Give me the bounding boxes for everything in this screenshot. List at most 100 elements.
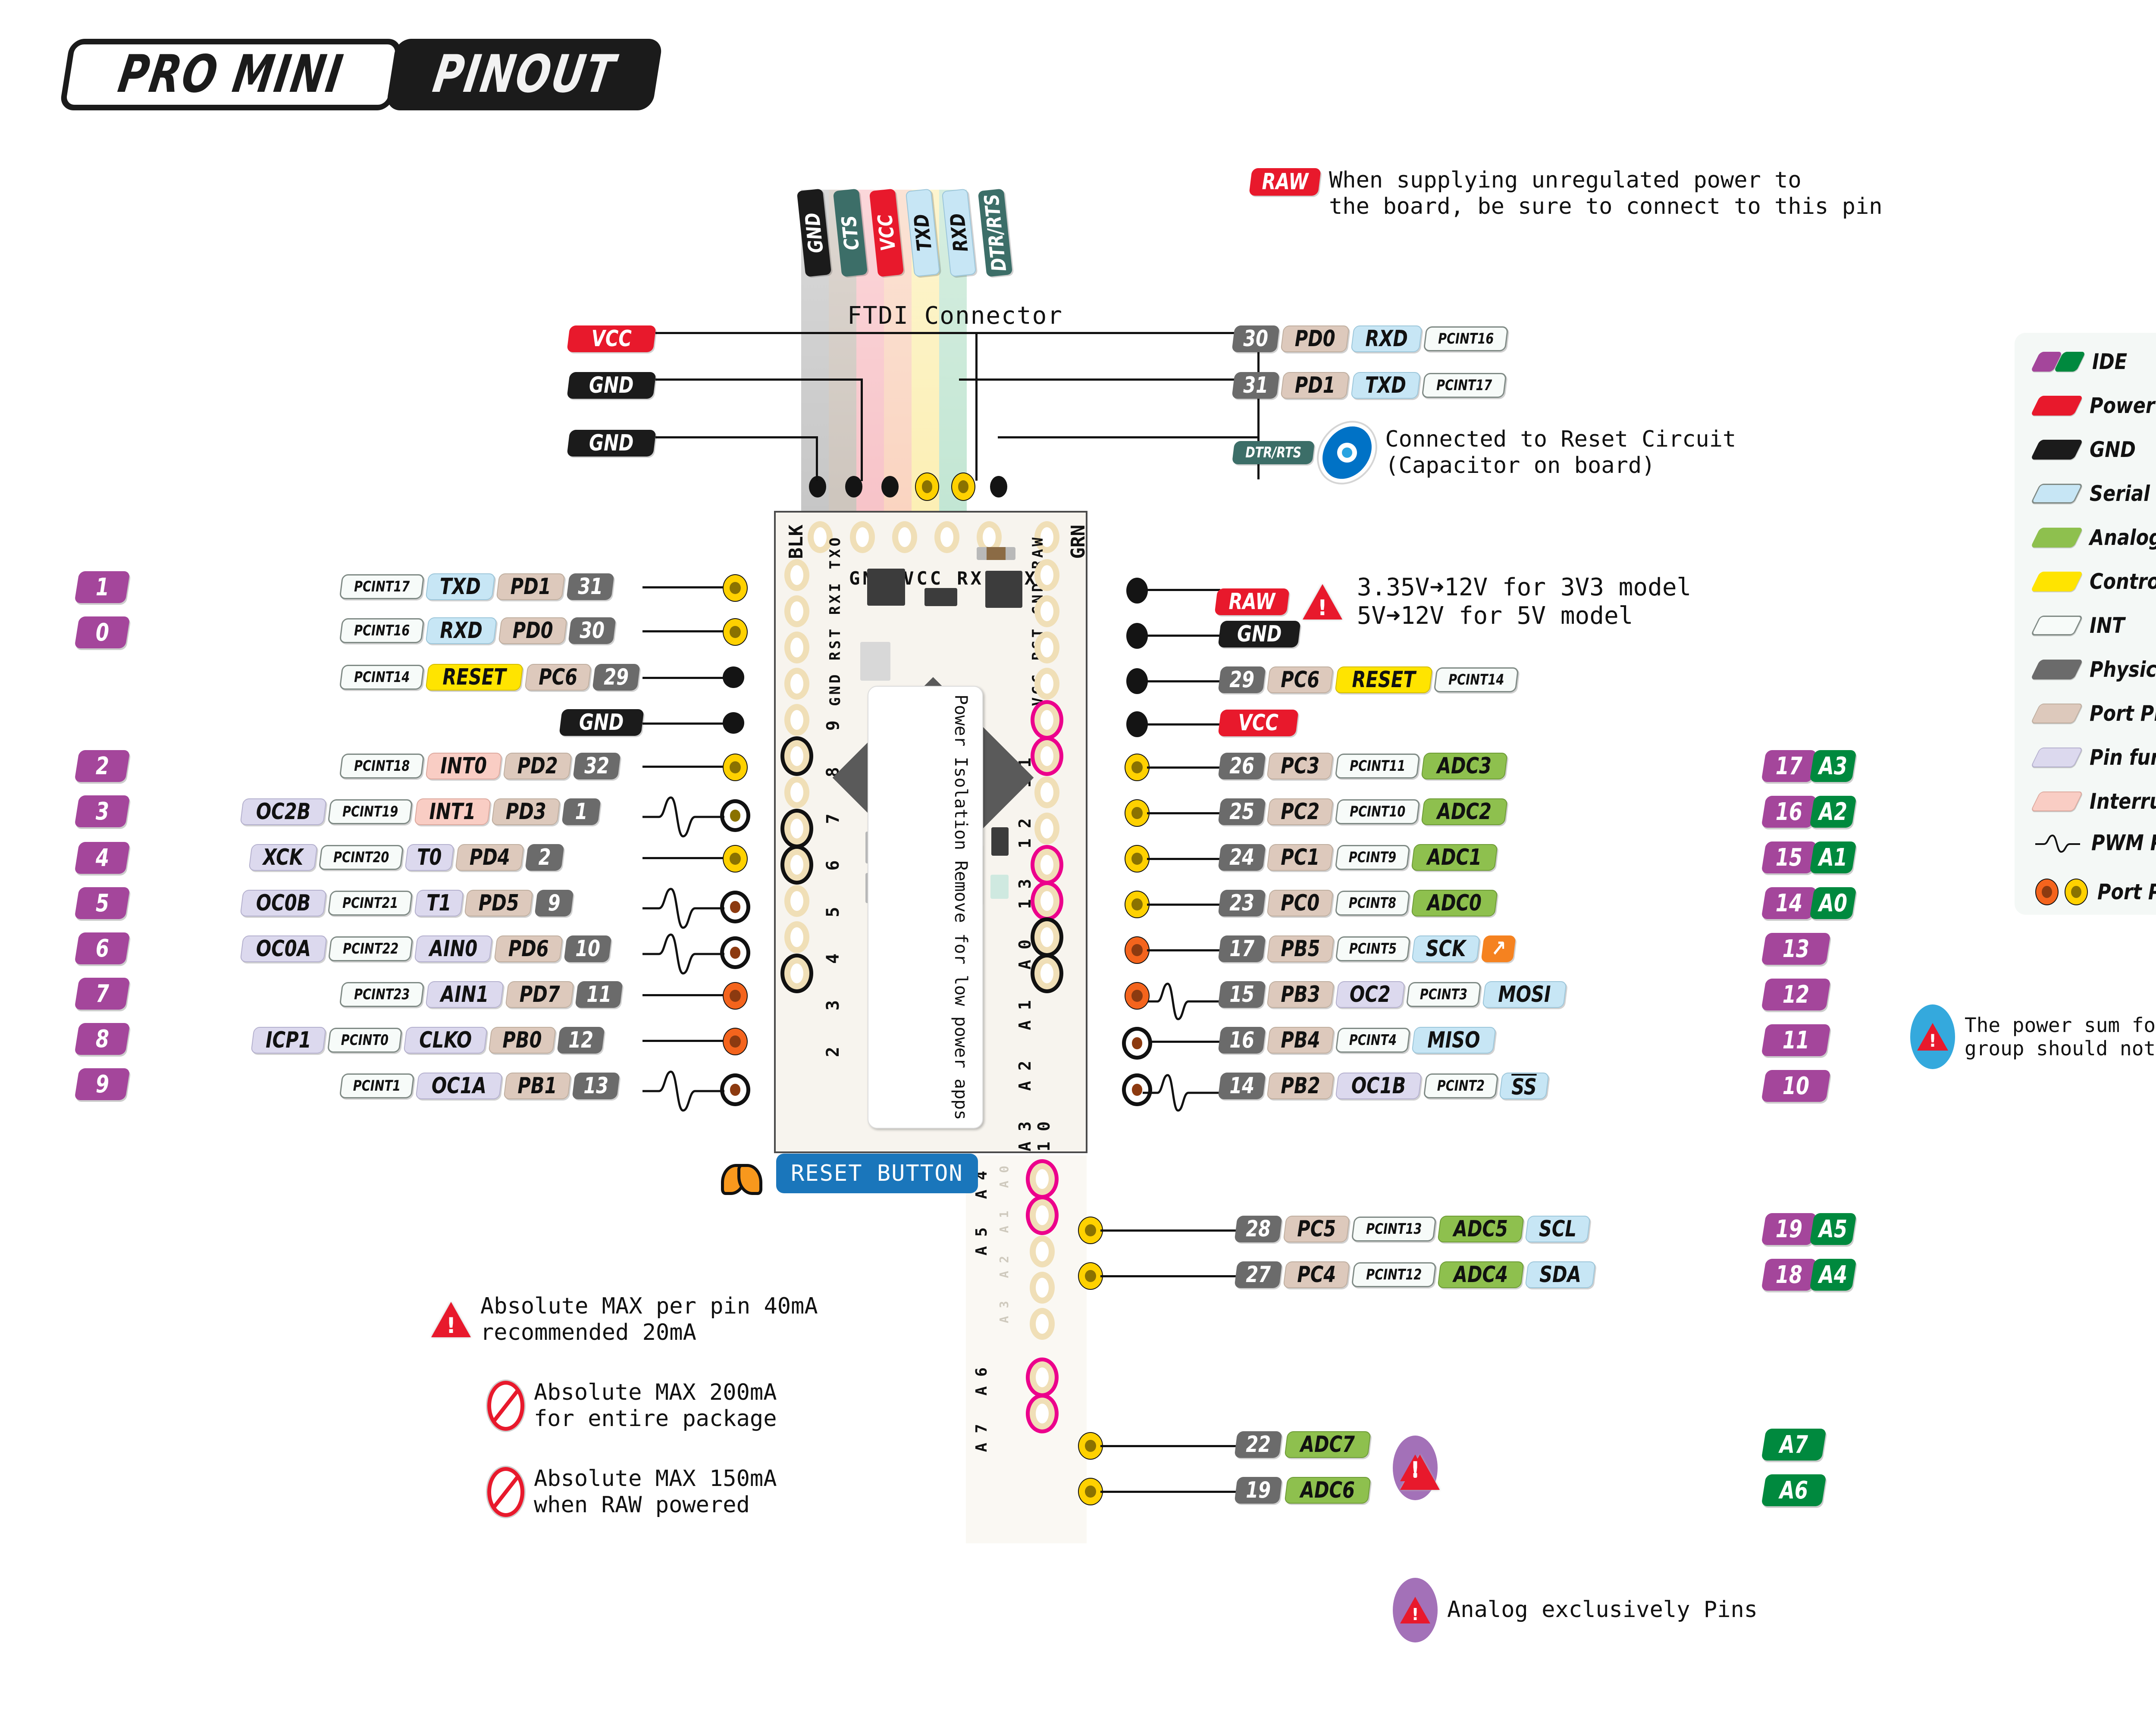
ide-badge-12: 12: [1761, 979, 1831, 1010]
analog-adc5: ADC5: [1437, 1216, 1524, 1242]
phys-1: 1: [561, 798, 601, 825]
onboard-led-icon: ↗ ↗ ↗: [1481, 913, 1516, 984]
legend-item-port: Port Pin: [2030, 701, 2156, 726]
pin-row-pc5: 28 PC5 PCINT13 ADC5 SCL: [1234, 1216, 1591, 1242]
ide-badge-2: 2: [74, 750, 130, 782]
power-sum-note: ! The power sum for each pin's group sho…: [1910, 1004, 2156, 1069]
power-sum-text: The power sum for each pin's group shoul…: [1965, 1013, 2156, 1060]
ide-badge-14-a0: 14 A0: [1761, 887, 1857, 919]
phys-16: 16: [1218, 1027, 1266, 1054]
analog-adc6: ADC6: [1284, 1477, 1371, 1504]
analog-adc4: ADC4: [1437, 1261, 1524, 1288]
port-pd0-left: PD0: [498, 617, 568, 644]
warning-triangle-icon-raw: [1303, 584, 1342, 619]
port-pd1-left: PD1: [496, 573, 566, 600]
port-pb5: PB5: [1266, 935, 1335, 962]
port-pb4: PB4: [1266, 1027, 1335, 1054]
port-power-pad-31: [723, 574, 748, 602]
pin-row-pc3: 26 PC3 PCINT11 ADC3: [1218, 753, 1508, 779]
legend-item-serial: Serial Pin: [2030, 481, 2156, 506]
legend-item-power: Power: [2030, 393, 2156, 418]
port-pd2: PD2: [503, 753, 573, 779]
port-pin-pd1: PD1: [1280, 372, 1350, 399]
port-power-pad-15: [1125, 982, 1150, 1010]
ftdi-pad-txd: [915, 472, 939, 501]
int-pcint16: PCINT16: [1423, 326, 1509, 351]
power-vcc-right: VCC: [1218, 710, 1299, 736]
int-pcint13: PCINT13: [1351, 1217, 1437, 1242]
pwm-wave-icon-legend: [2035, 834, 2080, 853]
port-pin-pd0: PD0: [1280, 325, 1350, 352]
silk-right-labels: A3 A2 A1 A0 13 12 11 10: [1015, 747, 1053, 1151]
warning-triangle-icon-1: [431, 1302, 471, 1337]
ide-badge-6: 6: [74, 932, 130, 964]
phys-10: 10: [564, 935, 612, 962]
ide-badge-1: 1: [74, 571, 130, 603]
port-pb2: PB2: [1266, 1073, 1335, 1099]
phys-11: 11: [575, 981, 624, 1008]
silk-blk: BLK: [785, 525, 807, 559]
legend-pad-orange: [2035, 879, 2059, 905]
pwm-wave-icon-pb3: [1143, 982, 1220, 1020]
int-pcint14-left: PCINT14: [339, 665, 425, 690]
pwm-wave-icon-pb1: [642, 1070, 724, 1112]
ide-badge-15-a1: 15 A1: [1761, 841, 1857, 873]
phys-25: 25: [1218, 798, 1266, 825]
serial-mosi: MOSI: [1482, 981, 1567, 1008]
silk-grn: GRN: [1067, 525, 1087, 559]
pin-row-pb5: 17 PB5 PCINT5 SCK ↗ ↗ ↗: [1218, 913, 1516, 984]
port-power-pad-22: [1078, 1432, 1103, 1460]
port-power-pad-1: [720, 799, 750, 832]
pin-row-pd5: OC0B PCINT21 T1 PD5 9: [240, 890, 574, 916]
ide-badge-7: 7: [74, 978, 130, 1010]
fn-icp1: ICP1: [251, 1027, 326, 1054]
gnd-label-left: GND: [559, 709, 644, 736]
int-pcint0: PCINT0: [327, 1028, 403, 1053]
phys-13-left: 13: [571, 1073, 620, 1099]
serial-sda: SDA: [1525, 1261, 1596, 1288]
legend-item-analog: Analog Pin: [2030, 525, 2156, 550]
legend-swatch-int: [2030, 616, 2084, 635]
title-pro-mini: PRO MINI: [59, 39, 403, 110]
port-power-pad-28: [1078, 1217, 1103, 1244]
silk-left-numbers: 2 3 4 5 6 7 8 9: [823, 707, 843, 1057]
analog-exclusive-warning-icon: !: [1393, 1436, 1438, 1500]
pad-29-right: [1126, 668, 1148, 694]
prohibited-icon-2: [487, 1467, 524, 1517]
serial-sck: SCK: [1411, 935, 1480, 962]
int-pcint19: PCINT19: [327, 799, 414, 824]
ftdi-pad-cts: [845, 476, 862, 497]
analog-exclusive-note: ! Analog exclusively Pins: [1393, 1578, 1758, 1642]
legend-item-pwm: PWM Pin: [2035, 830, 2156, 855]
serial-miso: MISO: [1411, 1027, 1496, 1054]
phys-22: 22: [1234, 1431, 1283, 1458]
power-isolation-callout: Power Isolation Remove for low power app…: [868, 686, 983, 1129]
analog-adc7: ADC7: [1284, 1431, 1371, 1458]
legend-item-port-power: Port Power !: [2035, 869, 2156, 915]
ide-badge-16-a2: 16 A2: [1761, 796, 1857, 828]
pad-raw: [1126, 578, 1148, 604]
pwm-wave-icon-pd3: [642, 796, 724, 838]
ftdi-pad-rxd: [951, 472, 975, 501]
phys-29-right: 29: [1218, 666, 1266, 693]
port-pd6: PD6: [493, 935, 563, 962]
port-pd4: PD4: [455, 844, 525, 871]
ide-badge-8: 8: [74, 1023, 130, 1055]
analog-adc0: ADC0: [1410, 890, 1498, 916]
port-power-pad-11: [723, 982, 748, 1010]
title-pinout: PINOUT: [385, 39, 664, 110]
port-pc0: PC0: [1266, 890, 1334, 916]
port-pc4: PC4: [1283, 1261, 1351, 1288]
phys-31-left: 31: [566, 573, 614, 600]
silk-board2-left2: A7 A6: [973, 1358, 990, 1452]
pin-row-adc7: 22 ADC7: [1234, 1431, 1371, 1458]
ftdi-label-dtr-rts: DTR/RTS: [978, 188, 1013, 277]
int-pcint3: PCINT3: [1406, 982, 1482, 1007]
max-per-pin-note: Absolute MAX per pin 40mA recommended 20…: [431, 1293, 818, 1346]
ide-badge-a6: A6: [1761, 1474, 1827, 1506]
port-pc3: PC3: [1266, 753, 1334, 779]
int-pcint2: PCINT2: [1423, 1073, 1498, 1098]
legend-item-irq: Interrupt Pin: [2030, 789, 2156, 814]
ftdi-pin-row-rxd: 30 PD0 RXD PCINT16: [1232, 325, 1509, 352]
raw-note-text: When supplying unregulated power to the …: [1329, 167, 1883, 220]
